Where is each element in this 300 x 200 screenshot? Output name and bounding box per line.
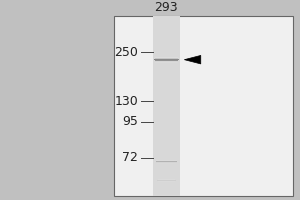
Bar (158, 179, 175, 180)
Bar (155, 60, 178, 61)
Bar (155, 62, 178, 63)
Bar (156, 161, 177, 162)
Bar (155, 57, 178, 58)
Bar (156, 160, 177, 161)
Bar (158, 179, 175, 180)
Bar (157, 163, 176, 164)
Bar (157, 180, 176, 181)
Bar (155, 62, 177, 63)
Bar (158, 181, 175, 182)
Bar (154, 59, 178, 60)
Bar (157, 163, 176, 164)
Bar (158, 179, 175, 180)
Bar (154, 59, 178, 60)
Bar (155, 58, 178, 59)
Bar (157, 180, 176, 181)
Polygon shape (184, 55, 201, 64)
Text: 250: 250 (114, 46, 138, 59)
Text: 95: 95 (122, 115, 138, 128)
Text: 130: 130 (114, 95, 138, 108)
Bar (155, 58, 178, 59)
Text: 293: 293 (154, 1, 178, 14)
Bar (155, 61, 178, 62)
Bar (153, 16, 180, 196)
Bar (155, 57, 178, 58)
Bar (155, 61, 178, 62)
Bar (154, 60, 178, 61)
Bar (156, 162, 177, 163)
Bar (154, 59, 178, 60)
Bar (155, 57, 178, 58)
Text: 72: 72 (122, 151, 138, 164)
Bar (156, 160, 177, 161)
Bar (114, 16, 293, 196)
Bar (155, 62, 178, 63)
Bar (154, 60, 178, 61)
Bar (157, 163, 176, 164)
Bar (156, 162, 177, 163)
Bar (156, 161, 177, 162)
Bar (158, 181, 175, 182)
Bar (156, 56, 177, 57)
Bar (157, 159, 176, 160)
